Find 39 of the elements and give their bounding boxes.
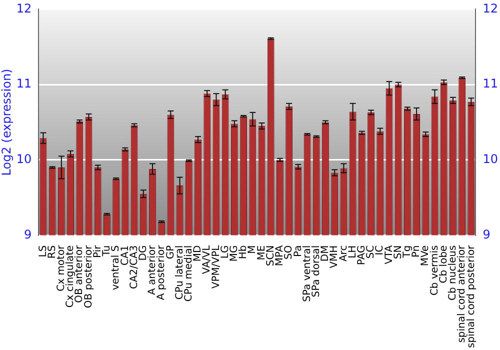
x-tick-label: RS	[46, 245, 58, 259]
y-tick-label: 9	[24, 227, 32, 242]
x-tick-label: MVe	[420, 245, 432, 266]
x-tick-label: CA1	[120, 245, 131, 266]
x-tick-label: spinal cord posterior	[466, 244, 477, 348]
x-tick-label: ME	[256, 245, 268, 260]
y2-tick-label: 10	[482, 152, 498, 166]
y2-tick-label: 12	[482, 1, 498, 16]
x-tick-label: LS	[38, 245, 49, 258]
x-tick-label: DG	[138, 245, 149, 261]
x-tick-label: Cb lobe	[438, 245, 450, 284]
y2-tick-label: 9	[482, 227, 490, 242]
x-tick-label: VPM/VPL	[210, 244, 222, 289]
x-tick-label: IC	[374, 245, 386, 256]
y-tick-label: 11	[16, 76, 32, 91]
x-tick-label: Arc	[338, 245, 350, 262]
y-axis-title: Log2 (expression)	[0, 68, 14, 176]
x-tick-label: SCN	[265, 245, 276, 266]
x-tick-label: VMH	[329, 245, 340, 268]
x-tick-label: OB posterior	[83, 244, 94, 308]
x-tick-label: SN	[392, 245, 404, 260]
y2-tick-label: 11	[482, 76, 498, 91]
x-tick-label: VA/VL	[202, 244, 213, 274]
x-tick-label: Pa	[292, 245, 304, 258]
x-tick-label: SO	[284, 245, 295, 260]
x-tick-label: GP	[165, 245, 176, 260]
x-tick-label: SPa dorsal	[310, 245, 322, 298]
x-tick-label: Pir	[92, 244, 104, 258]
x-tick-label: M	[247, 245, 258, 254]
x-tick-label: Tg	[402, 245, 414, 259]
x-tick-label: ventral S	[110, 245, 122, 290]
y-tick-label: 12	[16, 1, 32, 16]
x-tick-label: VTA	[384, 245, 395, 264]
x-tick-label: spinal cord anterior	[456, 244, 468, 343]
y-tick-label: 10	[16, 152, 32, 166]
x-tick-label: A posterior	[156, 244, 168, 300]
x-tick-label: CA2/CA3	[128, 245, 140, 290]
x-tick-label: LG	[220, 245, 231, 259]
x-tick-label: LH	[347, 245, 358, 258]
